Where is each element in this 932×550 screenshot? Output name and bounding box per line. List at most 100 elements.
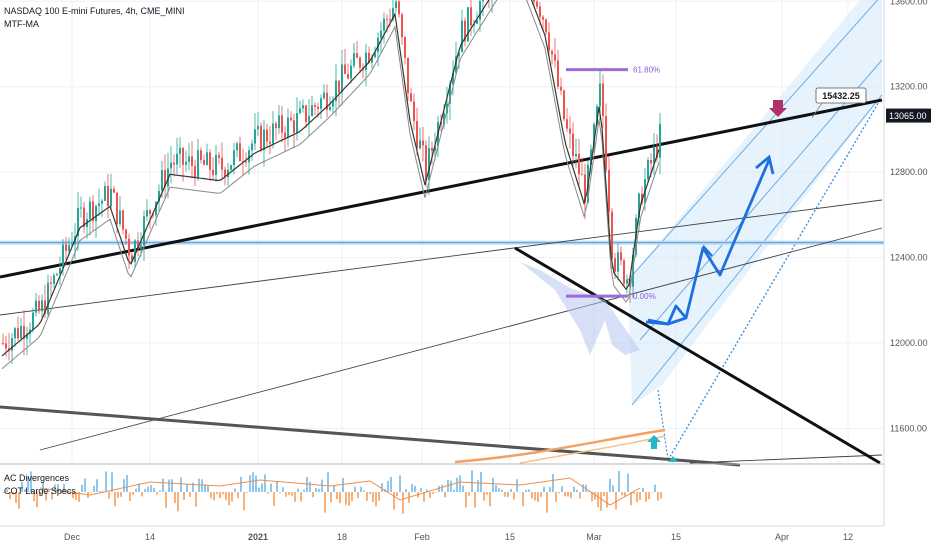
candle-body — [266, 129, 268, 142]
sub-histogram-bar — [309, 481, 311, 492]
sub-histogram-bar — [552, 474, 554, 492]
sub-histogram-bar — [627, 473, 629, 492]
sub-histogram-bar — [198, 478, 200, 492]
price-callout-pointer — [811, 102, 823, 119]
sub-histogram-bar — [579, 492, 581, 499]
candle-body — [227, 169, 229, 178]
time-tick-label: Mar — [586, 532, 602, 542]
candle-body — [47, 282, 49, 314]
candle-body — [548, 32, 550, 51]
sub-histogram-bar — [372, 492, 374, 502]
fib-level-label: 61.80% — [633, 66, 660, 75]
sub-histogram-bar — [438, 486, 440, 492]
sub-histogram-bar — [318, 488, 320, 492]
candle-body — [470, 7, 472, 26]
candle-body — [389, 19, 391, 21]
sub-histogram-bar — [354, 486, 356, 492]
sub-histogram-bar — [576, 489, 578, 492]
sub-histogram-bar — [498, 488, 500, 492]
sub-histogram-bar — [600, 492, 602, 511]
sub-histogram-bar — [231, 492, 233, 502]
candle-body — [284, 132, 286, 138]
candle-body — [650, 160, 652, 164]
sub-histogram-bar — [531, 492, 533, 499]
sub-histogram-bar — [303, 489, 305, 492]
sub-histogram-bar — [54, 484, 56, 492]
sub-histogram-bar — [411, 483, 413, 492]
sub-histogram-bar — [126, 475, 128, 492]
sub-histogram-bar — [9, 492, 11, 500]
projection-wave-head — [698, 244, 713, 259]
candle-body — [56, 274, 58, 276]
sub-histogram-bar — [426, 489, 428, 492]
candle-body — [404, 37, 406, 58]
sub-histogram-bar — [390, 477, 392, 492]
candle-body — [584, 174, 586, 203]
candle-body — [260, 125, 262, 151]
sub-histogram-bar — [240, 476, 242, 492]
sub-histogram-bar — [495, 485, 497, 492]
sub-histogram-bar — [510, 489, 512, 492]
candle-body — [608, 170, 610, 212]
candle-body — [197, 150, 199, 178]
candle-body — [449, 84, 451, 104]
sub-histogram-bar — [462, 485, 464, 492]
projection-start — [647, 316, 687, 326]
sub-histogram-bar — [441, 484, 443, 492]
candle-body — [446, 103, 448, 114]
sub-histogram-bar — [432, 492, 434, 494]
candle-body — [245, 161, 247, 163]
candle-body — [110, 188, 112, 207]
sub-histogram-bar — [111, 472, 113, 492]
sub-histogram-bar — [366, 492, 368, 501]
candle-body — [233, 150, 235, 166]
candle-body — [557, 60, 559, 87]
sub-histogram-bar — [435, 492, 437, 493]
candle-body — [38, 300, 40, 312]
candle-body — [230, 165, 232, 170]
candle-body — [104, 185, 106, 201]
sub-histogram-bar — [549, 486, 551, 492]
sub-histogram-bar — [588, 491, 590, 493]
sub-histogram-bar — [633, 492, 635, 494]
sub-histogram-bar — [282, 487, 284, 492]
sub-histogram-bar — [78, 492, 80, 502]
sub-histogram-bar — [369, 492, 371, 495]
sub-histogram-bar — [405, 489, 407, 492]
candle-body — [425, 145, 427, 181]
sub-histogram-bar — [591, 492, 593, 502]
candle-body — [275, 123, 277, 129]
price-tick-label: 12000.00 — [890, 338, 928, 348]
sub-histogram-bar — [603, 492, 605, 496]
sub-histogram-bar — [327, 472, 329, 492]
sub-histogram-bar — [348, 492, 350, 506]
sub-histogram-bar — [345, 492, 347, 505]
candle-body — [410, 93, 412, 102]
candle-body — [62, 244, 64, 268]
sub-histogram-bar — [99, 491, 101, 492]
candle-body — [221, 157, 223, 170]
sub-histogram-bar — [456, 477, 458, 492]
sub-histogram-bar — [93, 485, 95, 492]
candle-body — [398, 1, 400, 15]
sub-histogram-bar — [624, 492, 626, 497]
candle-body — [590, 149, 592, 165]
sub-histogram-bar — [375, 492, 377, 507]
candle-body — [656, 146, 658, 158]
candle-body — [599, 83, 601, 107]
candle-body — [170, 162, 172, 169]
candle-body — [17, 328, 19, 339]
sub-histogram-bar — [639, 492, 641, 500]
sub-histogram-bar — [612, 485, 614, 492]
candle-body — [218, 155, 220, 158]
sub-histogram-bar — [135, 488, 137, 492]
sub-histogram-bar — [342, 477, 344, 492]
candle-body — [443, 113, 445, 125]
sub-histogram-bar — [168, 479, 170, 492]
candle-body — [272, 123, 274, 144]
candle-body — [212, 169, 214, 175]
candle-body — [605, 116, 607, 171]
candle-body — [350, 65, 352, 79]
